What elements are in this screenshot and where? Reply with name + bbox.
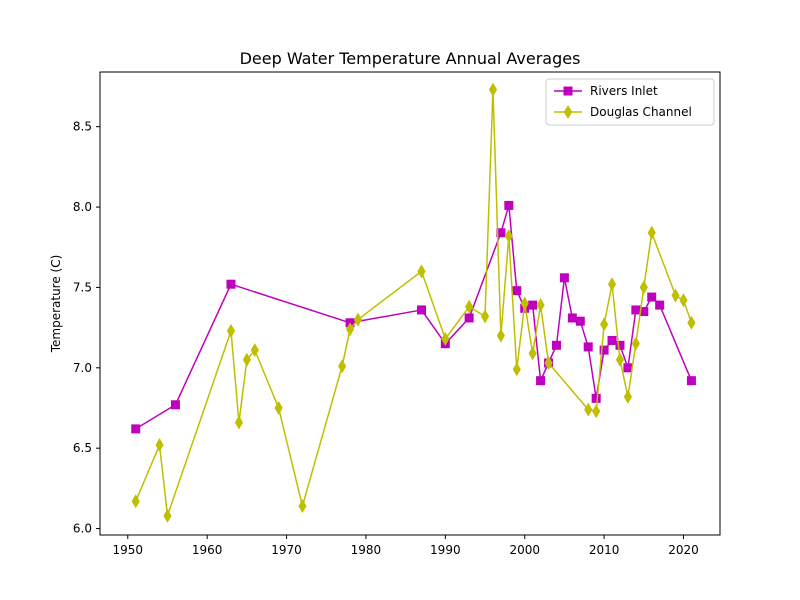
- data-point-douglas-channel: [623, 389, 632, 404]
- data-point-rivers-inlet: [528, 300, 538, 310]
- data-point-douglas-channel: [155, 437, 164, 452]
- data-point-douglas-channel: [465, 299, 474, 314]
- data-point-douglas-channel: [131, 494, 140, 509]
- data-point-rivers-inlet: [631, 305, 641, 315]
- data-point-rivers-inlet: [226, 279, 236, 289]
- data-point-rivers-inlet: [551, 340, 561, 350]
- legend-label-douglas-channel: Douglas Channel: [590, 105, 692, 119]
- data-point-douglas-channel: [592, 404, 601, 419]
- data-point-douglas-channel: [528, 346, 537, 361]
- y-tick-label: 8.5: [73, 120, 92, 134]
- data-point-douglas-channel: [639, 280, 648, 295]
- data-point-douglas-channel: [671, 288, 680, 303]
- data-point-douglas-channel: [163, 508, 172, 523]
- data-point-douglas-channel: [274, 401, 283, 415]
- data-point-rivers-inlet: [647, 292, 657, 302]
- data-point-rivers-inlet: [599, 345, 609, 355]
- data-point-douglas-channel: [607, 277, 617, 292]
- data-point-douglas-channel: [600, 317, 609, 332]
- chart-title: Deep Water Temperature Annual Averages: [240, 49, 581, 68]
- data-point-douglas-channel: [353, 312, 363, 327]
- y-tick-label: 7.5: [73, 280, 92, 294]
- data-point-rivers-inlet: [686, 376, 696, 386]
- legend: Rivers Inlet Douglas Channel: [545, 78, 715, 126]
- x-tick-label: 2010: [589, 543, 620, 557]
- data-point-douglas-channel: [520, 296, 529, 311]
- data-point-douglas-channel: [417, 264, 426, 279]
- x-tick-label: 1980: [351, 543, 382, 557]
- legend-label-rivers-inlet: Rivers Inlet: [590, 84, 658, 98]
- y-tick-label: 7.0: [73, 361, 92, 375]
- data-point-rivers-inlet: [623, 363, 633, 373]
- data-point-douglas-channel: [480, 309, 490, 324]
- data-point-rivers-inlet: [536, 376, 546, 386]
- x-tick-label: 1960: [192, 543, 223, 557]
- data-point-rivers-inlet: [170, 400, 180, 410]
- legend-marker-douglas-channel: [563, 105, 573, 119]
- y-axis-label: Temperature (C): [49, 255, 63, 354]
- x-tick-label: 1990: [430, 543, 461, 557]
- data-point-rivers-inlet: [567, 313, 577, 323]
- data-point-douglas-channel: [512, 362, 521, 377]
- y-tick-label: 8.0: [73, 200, 92, 214]
- data-point-rivers-inlet: [615, 340, 625, 350]
- data-point-rivers-inlet: [504, 200, 514, 210]
- data-point-douglas-channel: [345, 322, 355, 337]
- data-point-rivers-inlet: [512, 286, 522, 296]
- x-tick-label: 2020: [668, 543, 699, 557]
- x-tick-label: 1950: [113, 543, 144, 557]
- data-point-douglas-channel: [647, 225, 656, 240]
- data-point-rivers-inlet: [575, 316, 585, 326]
- data-point-rivers-inlet: [591, 393, 601, 403]
- data-point-douglas-channel: [242, 352, 251, 367]
- data-point-douglas-channel: [338, 359, 347, 374]
- legend-box: [545, 78, 715, 126]
- legend-marker-rivers-inlet: [563, 86, 573, 96]
- data-point-rivers-inlet: [464, 313, 474, 323]
- y-tick-label: 6.0: [73, 522, 92, 536]
- data-point-douglas-channel: [544, 355, 553, 370]
- data-point-douglas-channel: [631, 336, 640, 351]
- x-tick-label: 2000: [509, 543, 540, 557]
- data-point-douglas-channel: [615, 352, 625, 367]
- data-point-douglas-channel: [488, 82, 498, 97]
- series-douglas-channel: [131, 82, 696, 523]
- data-point-douglas-channel: [234, 415, 244, 430]
- data-point-douglas-channel: [584, 402, 593, 417]
- plot-frame: [99, 71, 721, 536]
- data-point-rivers-inlet: [131, 424, 141, 434]
- data-point-rivers-inlet: [607, 335, 617, 345]
- data-point-rivers-inlet: [417, 305, 427, 315]
- data-point-rivers-inlet: [655, 300, 665, 310]
- data-point-douglas-channel: [226, 323, 236, 338]
- x-tick-label: 1970: [271, 543, 302, 557]
- data-point-douglas-channel: [441, 331, 450, 346]
- data-point-douglas-channel: [536, 298, 545, 313]
- data-point-douglas-channel: [298, 499, 307, 514]
- data-point-douglas-channel: [496, 328, 505, 343]
- data-point-douglas-channel: [679, 293, 688, 308]
- data-point-douglas-channel: [687, 315, 696, 330]
- data-point-rivers-inlet: [559, 273, 569, 283]
- data-point-douglas-channel: [504, 228, 513, 243]
- y-tick-label: 6.5: [73, 441, 92, 455]
- data-point-douglas-channel: [250, 343, 259, 358]
- data-point-rivers-inlet: [583, 342, 593, 352]
